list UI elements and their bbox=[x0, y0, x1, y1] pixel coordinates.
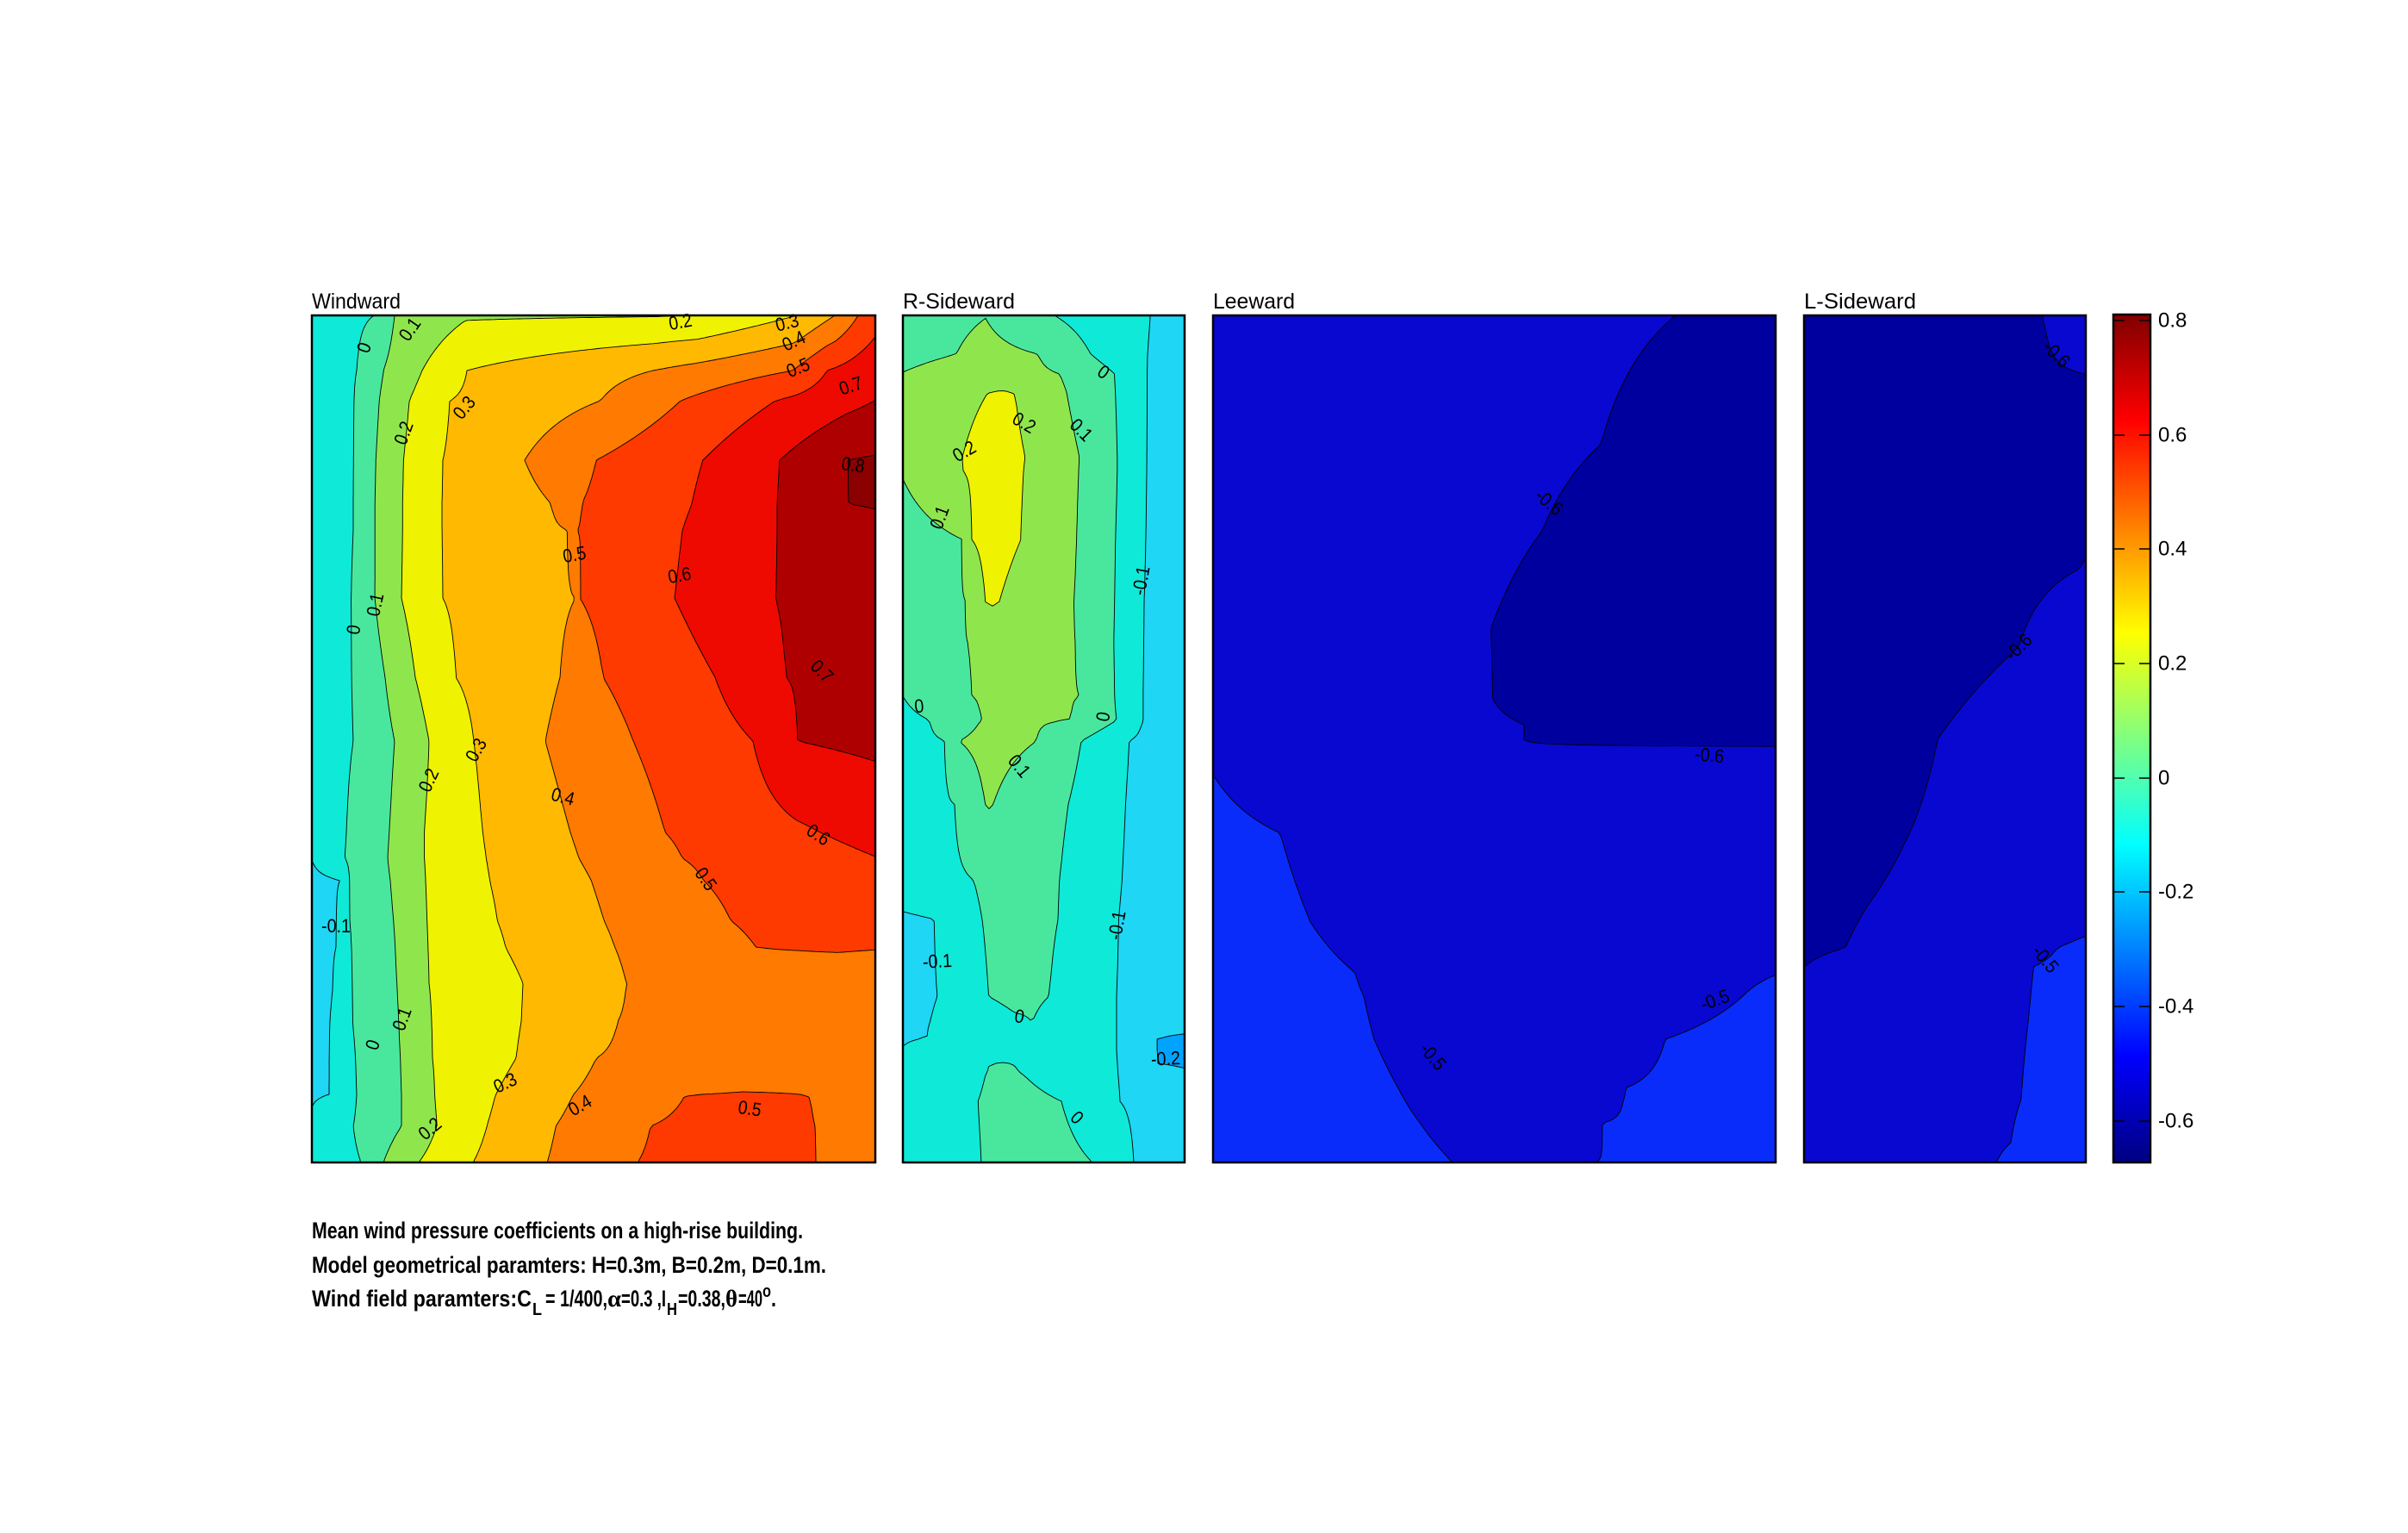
svg-text:.: . bbox=[771, 1286, 776, 1312]
svg-text:-0.2: -0.2 bbox=[1150, 1047, 1180, 1070]
svg-text:=40: =40 bbox=[738, 1286, 762, 1312]
svg-text:0.8: 0.8 bbox=[840, 452, 866, 477]
svg-text:= 1/400,: = 1/400, bbox=[545, 1286, 607, 1312]
svg-text:α: α bbox=[607, 1286, 621, 1312]
svg-text:0.6: 0.6 bbox=[2158, 423, 2187, 446]
svg-text:0.8: 0.8 bbox=[2158, 308, 2187, 332]
svg-text:0: 0 bbox=[1092, 710, 1115, 723]
svg-text:Leeward: Leeward bbox=[1213, 290, 1295, 314]
svg-text:=0.3 ,I: =0.3 ,I bbox=[621, 1286, 666, 1312]
svg-text:o: o bbox=[762, 1282, 771, 1301]
svg-text:-0.1: -0.1 bbox=[1128, 564, 1154, 597]
svg-text:L: L bbox=[532, 1300, 542, 1319]
svg-text:0.2: 0.2 bbox=[2158, 651, 2187, 675]
svg-text:Model geometrical paramters: H: Model geometrical paramters: H=0.3m, B=0… bbox=[312, 1252, 826, 1278]
svg-text:0.6: 0.6 bbox=[666, 563, 693, 588]
svg-text:-0.1: -0.1 bbox=[922, 950, 952, 973]
svg-text:-0.4: -0.4 bbox=[2158, 994, 2193, 1018]
svg-text:0: 0 bbox=[2158, 766, 2169, 789]
svg-text:H: H bbox=[667, 1300, 677, 1319]
svg-text:Windward: Windward bbox=[312, 290, 401, 314]
svg-text:-0.2: -0.2 bbox=[2158, 880, 2193, 903]
svg-text:Mean wind pressure coefficient: Mean wind pressure coefficients on a hig… bbox=[312, 1218, 803, 1243]
svg-text:-0.1: -0.1 bbox=[1104, 909, 1130, 942]
svg-text:-0.6: -0.6 bbox=[1694, 743, 1725, 767]
svg-text:0.5: 0.5 bbox=[737, 1096, 762, 1121]
svg-text:0.4: 0.4 bbox=[2158, 537, 2187, 560]
svg-text:=0.38,: =0.38, bbox=[678, 1286, 725, 1312]
svg-text:R-Sideward: R-Sideward bbox=[903, 290, 1015, 314]
svg-text:θ: θ bbox=[725, 1286, 737, 1312]
svg-text:0.5: 0.5 bbox=[561, 542, 588, 567]
svg-text:L-Sideward: L-Sideward bbox=[1804, 290, 1916, 314]
svg-text:0: 0 bbox=[342, 623, 365, 636]
svg-text:0.2: 0.2 bbox=[667, 309, 694, 334]
svg-text:0: 0 bbox=[913, 695, 924, 717]
svg-text:Wind field paramters:C: Wind field paramters:C bbox=[312, 1286, 532, 1312]
svg-text:-0.1: -0.1 bbox=[321, 915, 351, 937]
svg-text:-0.6: -0.6 bbox=[2158, 1109, 2193, 1132]
svg-text:0.1: 0.1 bbox=[362, 591, 388, 619]
svg-text:0: 0 bbox=[1013, 1005, 1026, 1028]
